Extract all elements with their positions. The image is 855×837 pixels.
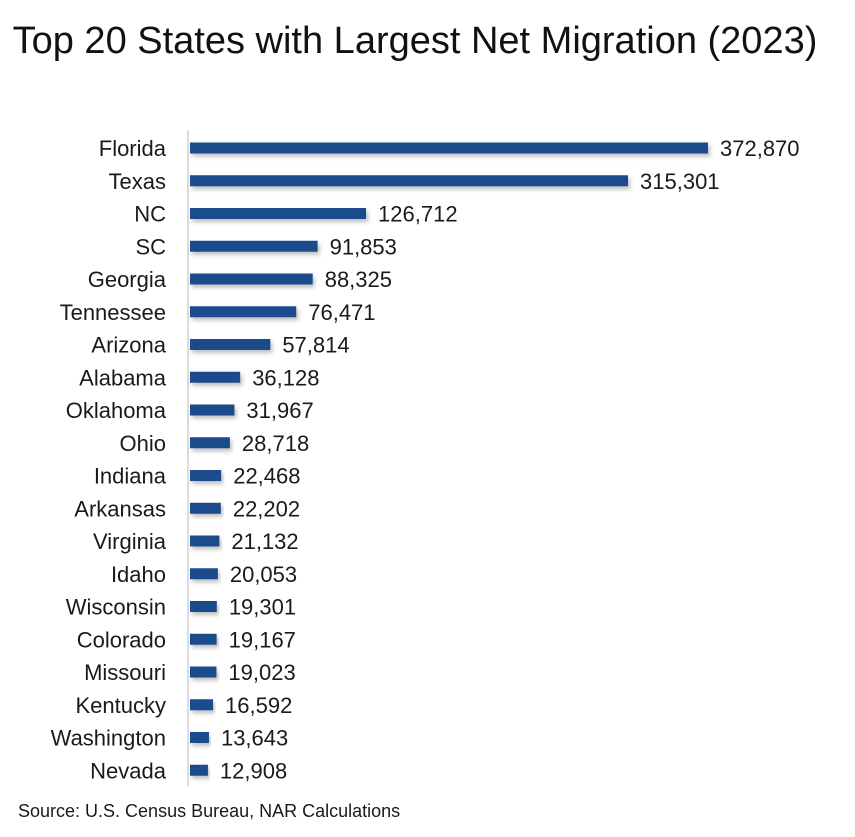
category-label-kentucky: Kentucky <box>76 693 167 718</box>
bar-nevada <box>190 764 208 776</box>
category-label-sc: SC <box>135 234 166 259</box>
value-label-washington: 13,643 <box>221 726 288 751</box>
value-label-idaho: 20,053 <box>230 562 297 587</box>
category-label-nc: NC <box>134 202 166 227</box>
value-label-alabama: 36,128 <box>252 365 319 390</box>
value-label-tennessee: 76,471 <box>308 300 375 325</box>
bar-tennessee <box>190 306 297 318</box>
category-label-arkansas: Arkansas <box>74 496 166 521</box>
bar-colorado <box>190 633 217 645</box>
value-label-nc: 126,712 <box>378 202 458 227</box>
bar-virginia <box>190 535 220 547</box>
value-label-indiana: 22,468 <box>233 464 300 489</box>
category-label-alabama: Alabama <box>79 365 167 390</box>
category-label-idaho: Idaho <box>111 562 166 587</box>
value-label-texas: 315,301 <box>640 169 720 194</box>
category-label-washington: Washington <box>51 726 166 751</box>
bar-arizona <box>190 339 271 350</box>
bar-arkansas <box>190 502 221 514</box>
value-label-arizona: 57,814 <box>282 333 349 358</box>
value-label-colorado: 19,167 <box>229 627 296 652</box>
bar-idaho <box>190 568 218 580</box>
bar-florida <box>190 142 708 154</box>
chart-title: Top 20 States with Largest Net Migration… <box>12 20 818 62</box>
category-label-arizona: Arizona <box>91 333 166 358</box>
category-label-nevada: Nevada <box>90 758 167 783</box>
value-label-virginia: 21,132 <box>231 529 298 554</box>
category-label-virginia: Virginia <box>93 529 167 554</box>
value-label-missouri: 19,023 <box>228 660 295 685</box>
bar-sc <box>190 240 318 252</box>
bar-kentucky <box>190 699 214 711</box>
category-label-georgia: Georgia <box>88 267 167 292</box>
category-label-tennessee: Tennessee <box>60 300 166 325</box>
bar-indiana <box>190 470 222 481</box>
bar-washington <box>190 732 209 743</box>
category-label-colorado: Colorado <box>77 627 166 652</box>
category-label-wisconsin: Wisconsin <box>66 595 166 620</box>
value-label-kentucky: 16,592 <box>225 693 292 718</box>
bar-missouri <box>190 666 217 678</box>
value-label-sc: 91,853 <box>330 234 397 259</box>
value-label-oklahoma: 31,967 <box>246 398 313 423</box>
value-label-nevada: 12,908 <box>220 758 287 783</box>
value-label-georgia: 88,325 <box>325 267 392 292</box>
value-label-arkansas: 22,202 <box>233 496 300 521</box>
value-label-florida: 372,870 <box>720 136 800 161</box>
category-label-texas: Texas <box>109 169 166 194</box>
value-label-wisconsin: 19,301 <box>229 595 296 620</box>
chart-source: Source: U.S. Census Bureau, NAR Calculat… <box>18 801 401 821</box>
category-label-ohio: Ohio <box>120 431 166 456</box>
category-label-oklahoma: Oklahoma <box>66 398 167 423</box>
category-label-florida: Florida <box>99 136 167 161</box>
bar-georgia <box>190 273 313 285</box>
value-label-ohio: 28,718 <box>242 431 309 456</box>
bar-texas <box>190 175 629 187</box>
category-label-missouri: Missouri <box>84 660 166 685</box>
bars-group: Florida 372,870 Texas 315,301 NC 126,712 SC 91,… <box>51 136 800 783</box>
bar-oklahoma <box>190 404 235 416</box>
bar-ohio <box>190 437 230 449</box>
bar-alabama <box>190 371 241 383</box>
category-label-indiana: Indiana <box>94 464 167 489</box>
bar-nc <box>190 208 367 219</box>
bar-wisconsin <box>190 601 217 612</box>
